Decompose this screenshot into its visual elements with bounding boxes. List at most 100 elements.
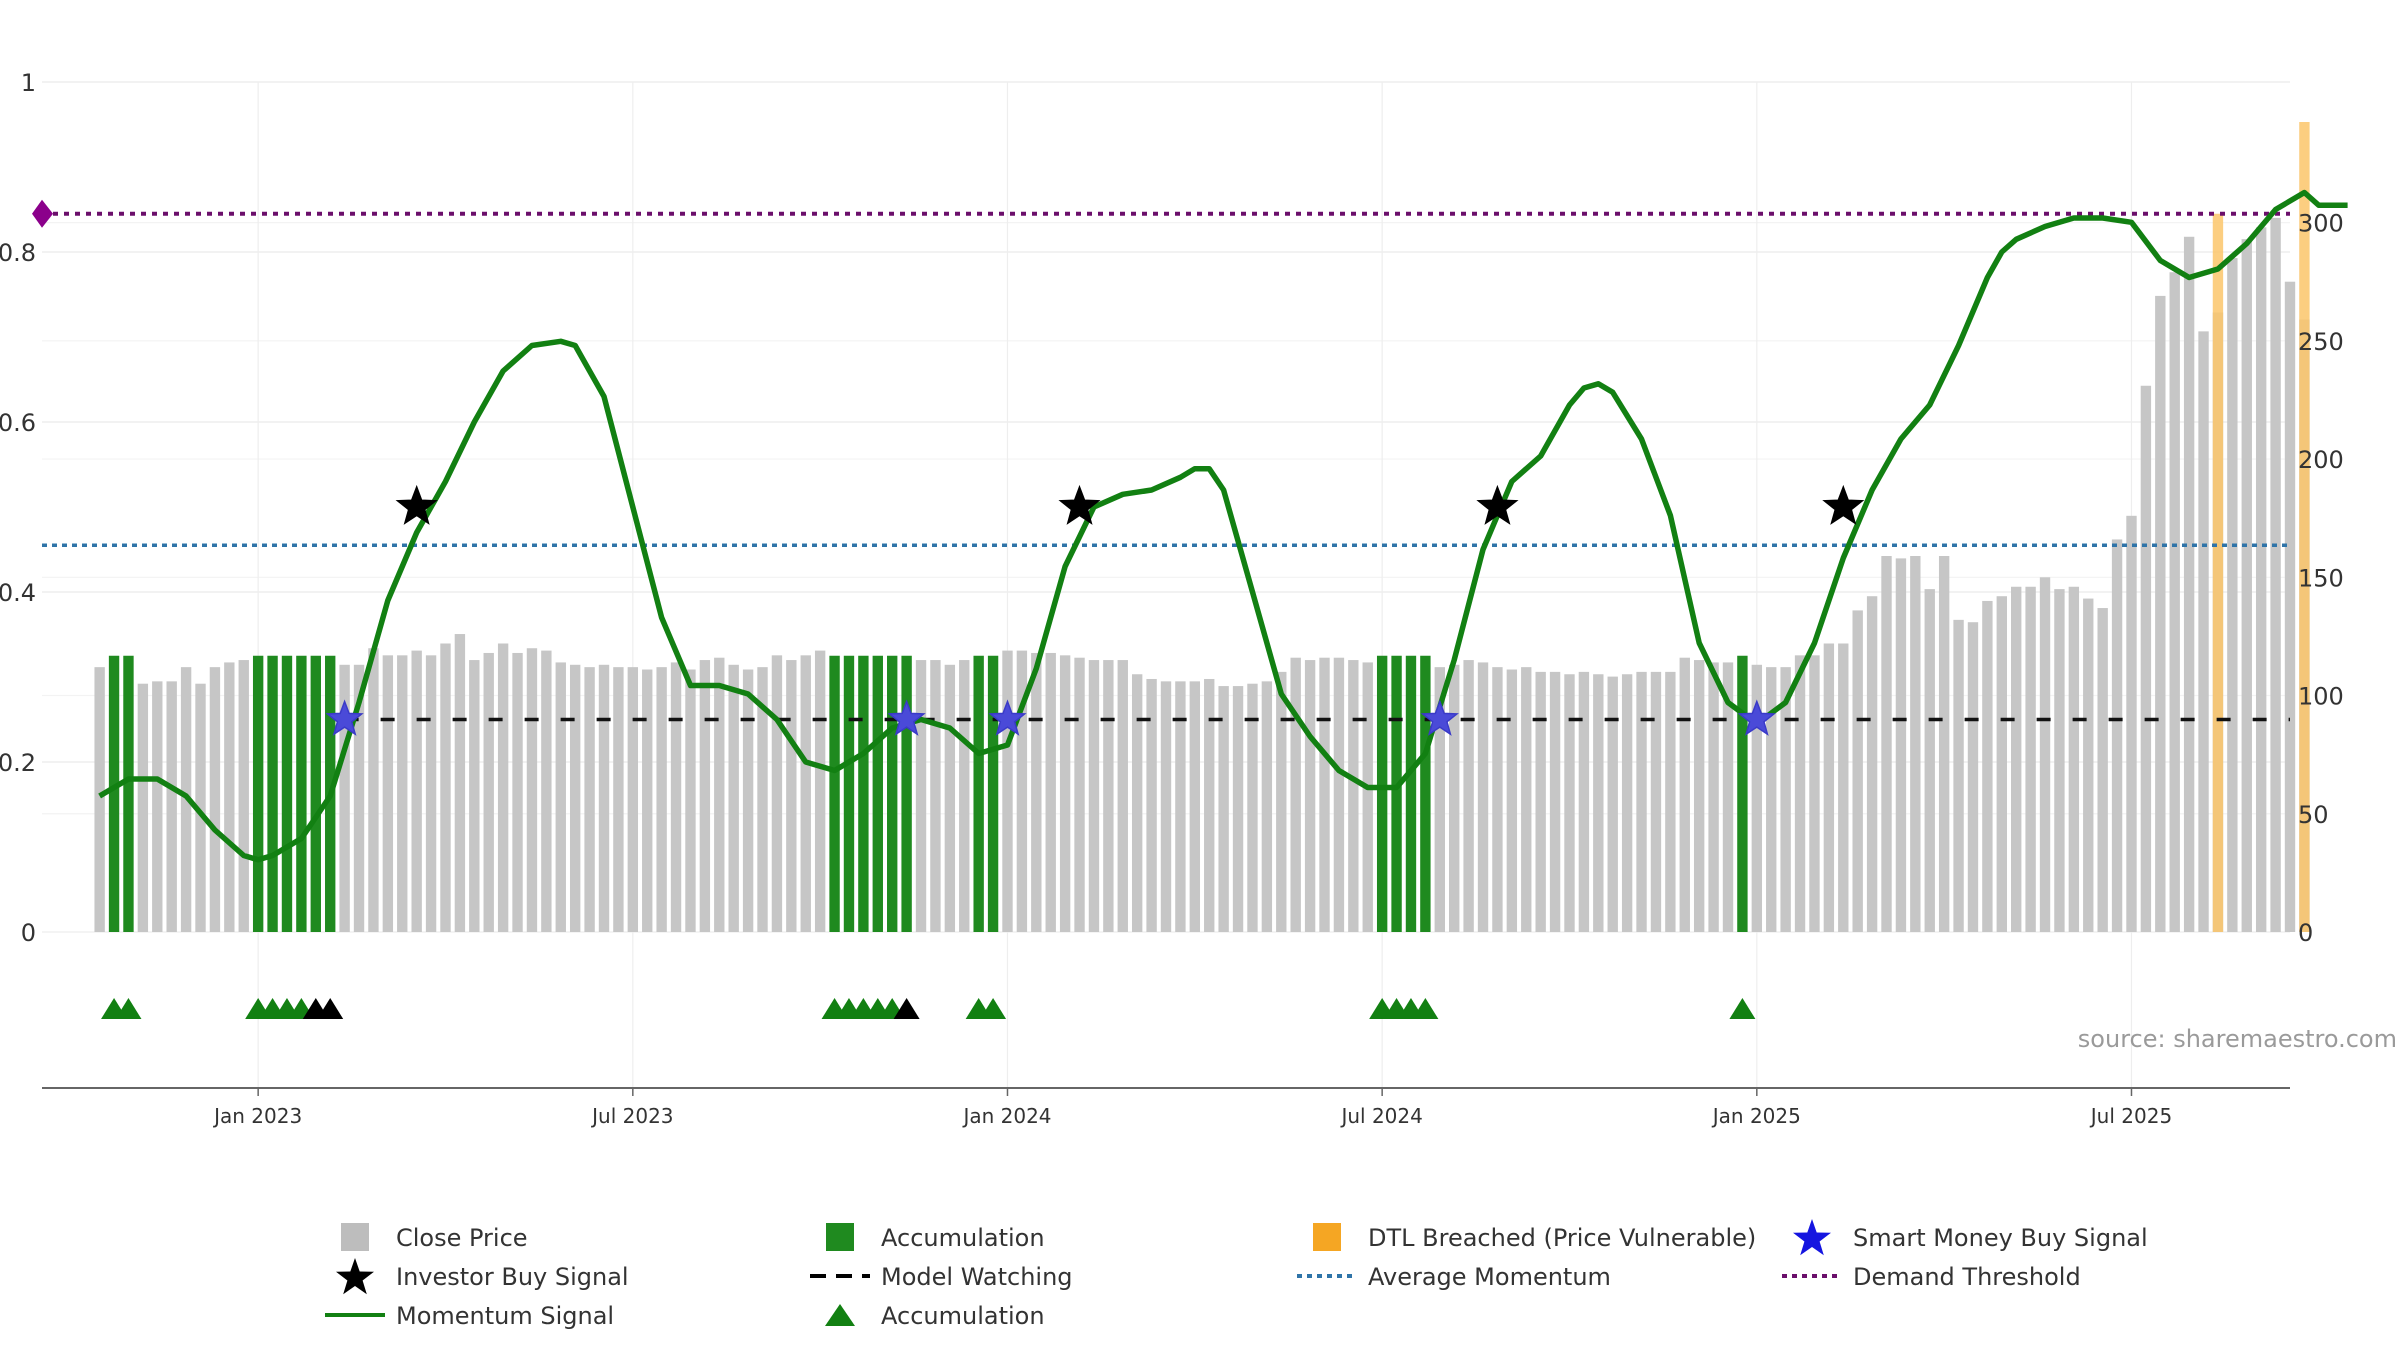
close-price-bar — [497, 643, 509, 932]
close-price-bar — [915, 660, 927, 932]
close-price-bar — [2169, 272, 2180, 932]
close-price-bar — [425, 655, 437, 932]
close-price-bar — [944, 664, 956, 932]
close-price-bar — [1881, 556, 1892, 932]
close-price-bar — [1131, 674, 1143, 932]
close-price-bar — [1895, 558, 1907, 932]
close-price-bar — [1088, 660, 1100, 932]
close-price-bar — [137, 683, 149, 932]
close-price-bar — [728, 664, 739, 932]
close-price-bar — [397, 655, 408, 932]
right-axis-tick: 0 — [2298, 919, 2313, 947]
close-price-bar — [2155, 295, 2166, 932]
demand-threshold-marker — [32, 199, 53, 228]
legend-label: Momentum Signal — [396, 1302, 614, 1330]
close-price-bar — [2068, 586, 2080, 932]
orange-square-icon — [1313, 1223, 1341, 1251]
x-axis-tick: Jul 2024 — [1339, 1104, 1422, 1128]
legend-label: Investor Buy Signal — [396, 1263, 629, 1291]
legend-label: Average Momentum — [1368, 1263, 1611, 1291]
close-price-bar — [2140, 385, 2152, 932]
smart-money-buy-star — [988, 699, 1027, 736]
close-price-bar — [1002, 650, 1013, 932]
close-price-bar — [1780, 667, 1791, 932]
close-price-bar — [670, 662, 682, 932]
close-price-bar — [714, 657, 725, 932]
smart-money-buy-star — [325, 699, 364, 736]
close-price-bar — [411, 650, 422, 932]
accumulation-bar — [252, 655, 264, 932]
legend-label: Close Price — [396, 1224, 528, 1252]
left-axis-tick: 0.8 — [0, 239, 36, 267]
accumulation-bar — [1737, 655, 1748, 932]
close-price-bar — [1362, 662, 1373, 932]
close-price-bar — [238, 660, 249, 932]
close-price-bar — [1910, 556, 1921, 932]
close-price-bar — [1492, 667, 1503, 932]
legend-label: Model Watching — [881, 1263, 1073, 1291]
close-price-bar — [1117, 660, 1128, 932]
accumulation-bar — [296, 655, 307, 932]
legend-label: Accumulation — [881, 1302, 1045, 1330]
close-price-bar — [786, 660, 797, 932]
close-price-bar — [656, 667, 667, 932]
close-price-bar — [1333, 657, 1345, 932]
close-price-bar — [1679, 657, 1690, 932]
close-price-bar — [512, 652, 523, 932]
close-price-bar — [1521, 667, 1532, 932]
legend-item: Smart Money Buy Signal — [1793, 1219, 2148, 1256]
investor-buy-star — [395, 484, 438, 525]
close-price-bar — [1247, 683, 1258, 932]
close-price-bar — [1708, 662, 1719, 932]
close-price-bar — [1549, 671, 1561, 932]
right-axis-tick: 150 — [2298, 564, 2344, 592]
close-price-bar — [1751, 664, 1763, 932]
close-price-bar — [2183, 236, 2195, 932]
close-price-bar — [1866, 596, 1878, 932]
accumulation-bar — [901, 655, 912, 932]
close-price-bar — [2011, 586, 2022, 932]
close-price-bar — [771, 655, 783, 932]
close-price-bar — [1693, 660, 1705, 932]
close-price-bar — [1045, 652, 1056, 932]
close-price-bar — [584, 667, 595, 932]
close-price-bar — [1261, 681, 1273, 932]
smart-money-buy-star — [887, 699, 926, 736]
close-price-bar — [1477, 662, 1489, 932]
accumulation-bar — [108, 655, 120, 932]
close-price-bar — [1996, 596, 2007, 932]
close-price-bar — [1722, 662, 1734, 932]
accumulation-bar — [281, 655, 293, 932]
close-price-bar — [1016, 650, 1028, 932]
close-price-bar — [1838, 643, 1849, 932]
left-axis-tick: 1 — [21, 69, 36, 97]
dtl-breached-bar — [2299, 122, 2310, 932]
close-price-bar — [1506, 669, 1518, 932]
accumulation-bar — [858, 655, 869, 932]
investor-buy-star — [1058, 484, 1101, 525]
close-price-bar — [1967, 622, 1979, 932]
close-price-bar — [1794, 655, 1806, 932]
right-axis-tick: 200 — [2298, 446, 2344, 474]
close-price-bar — [1449, 664, 1460, 932]
close-price-bar — [1103, 660, 1114, 932]
accumulation-bar — [1420, 655, 1431, 932]
legend-label: Demand Threshold — [1853, 1263, 2081, 1291]
close-price-bar — [642, 669, 653, 932]
close-price-bar — [2227, 258, 2238, 932]
legend-item: Accumulation — [826, 1223, 1045, 1252]
close-price-bar — [1290, 657, 1301, 932]
close-price-bar — [1607, 676, 1618, 932]
close-price-bar — [1059, 655, 1071, 932]
close-price-bar — [757, 667, 768, 932]
close-price-bar — [959, 660, 970, 932]
legend-item: DTL Breached (Price Vulnerable) — [1313, 1223, 1756, 1252]
close-price-bar — [555, 662, 566, 932]
close-price-bar — [1175, 681, 1186, 932]
close-price-bar — [930, 660, 941, 932]
right-axis-tick: 50 — [2298, 801, 2329, 829]
close-price-bar — [1578, 671, 1590, 932]
close-price-bar — [2198, 331, 2209, 932]
close-price-bar — [2039, 577, 2051, 932]
